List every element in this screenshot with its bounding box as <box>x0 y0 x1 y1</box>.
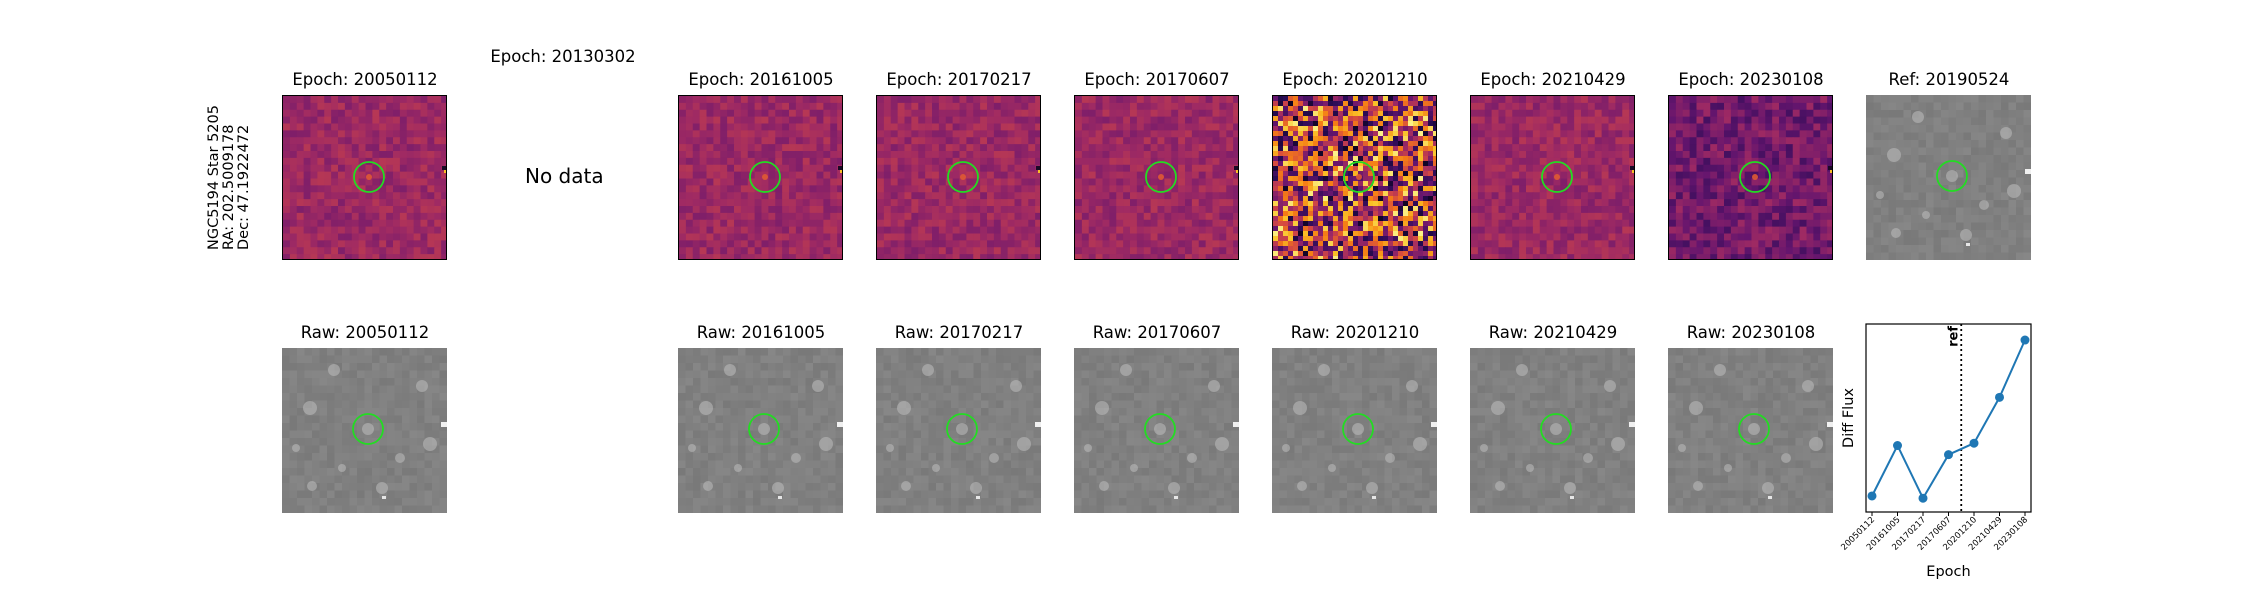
diff-image-20201210 <box>1272 95 1437 260</box>
data-point-20161005 <box>1893 441 1902 450</box>
plot-frame <box>1866 324 2031 512</box>
raw-image-20170217 <box>876 348 1041 513</box>
ref-image-20190524 <box>1866 95 2031 260</box>
raw-image-20230108 <box>1668 348 1833 513</box>
data-point-20210429 <box>1995 393 2004 402</box>
raw-image-20210429 <box>1470 348 1635 513</box>
star-info-label: NGC5194 Star 5205 RA: 202.5009178 Dec: 4… <box>207 105 252 250</box>
diff-image-20170217 <box>876 95 1041 260</box>
raw-image-20161005 <box>678 348 843 513</box>
star-dec: Dec: 47.1922472 <box>237 105 252 250</box>
raw-image-20170607 <box>1074 348 1239 513</box>
star-ra: RA: 202.5009178 <box>222 105 237 250</box>
diff-image-20050112 <box>282 95 447 260</box>
diff-image-20161005 <box>678 95 843 260</box>
star-name: NGC5194 Star 5205 <box>207 105 222 250</box>
data-point-20050112 <box>1868 491 1877 500</box>
no-data-text: No data <box>525 164 604 188</box>
diff-image-20170607 <box>1074 95 1239 260</box>
ref-line-label: ref <box>1946 326 1961 347</box>
raw-image-20050112 <box>282 348 447 513</box>
raw-title-1: Raw: 20050112 <box>245 323 485 342</box>
top-title-2: Epoch: 20130302 <box>443 47 683 66</box>
y-axis-label: Diff Flux <box>1841 388 1857 448</box>
data-point-20201210 <box>1970 439 1979 448</box>
data-point-20230108 <box>2021 336 2030 345</box>
top-title-9: Ref: 20190524 <box>1829 70 2069 89</box>
x-axis-label: Epoch <box>1926 564 1970 580</box>
top-title-1: Epoch: 20050112 <box>245 70 485 89</box>
diff-image-20230108 <box>1668 95 1833 260</box>
data-point-20170607 <box>1944 450 1953 459</box>
data-point-20170217 <box>1919 494 1928 503</box>
diff-image-20210429 <box>1470 95 1635 260</box>
raw-image-20201210 <box>1272 348 1437 513</box>
raw-title-7: Raw: 20230108 <box>1631 323 1871 342</box>
